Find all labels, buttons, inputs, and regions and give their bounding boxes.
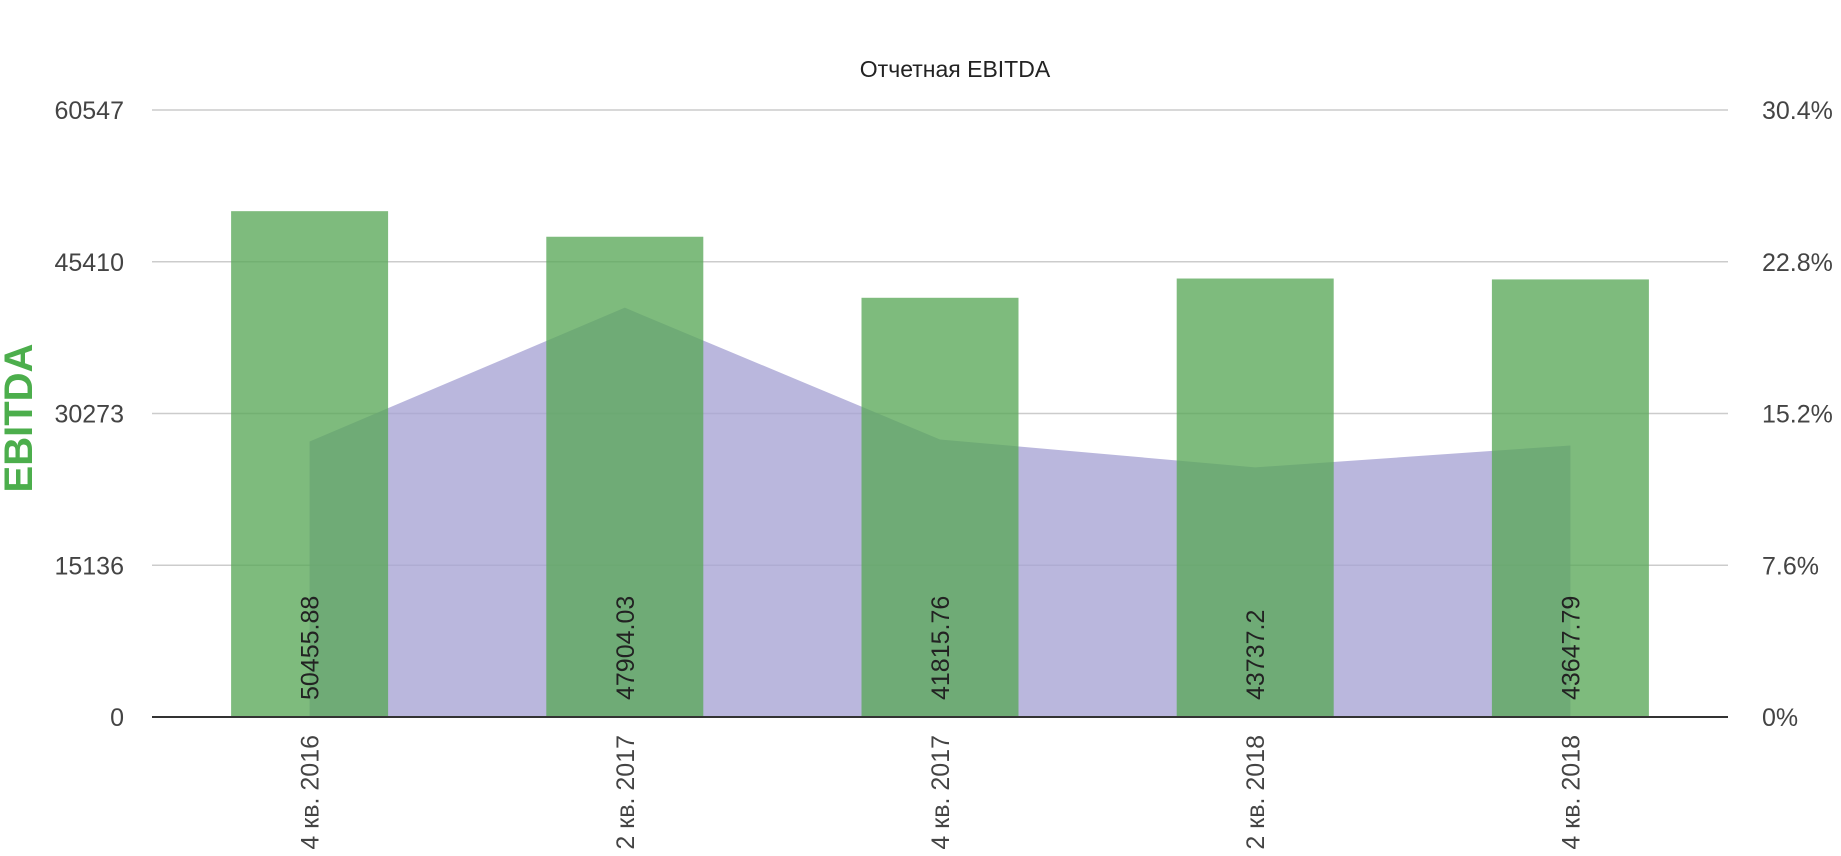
x-tick-label: 4 кв. 2016 (297, 735, 325, 850)
x-tick-label: 4 кв. 2017 (927, 735, 955, 850)
bar-value-label: 50455.88 (297, 596, 325, 700)
chart-title: Отчетная EBITDA (860, 56, 1051, 82)
y-right-tick-label: 22.8% (1762, 249, 1833, 277)
y-right-tick-label: 7.6% (1762, 552, 1819, 580)
y-left-tick-label: 0 (110, 704, 124, 732)
y-axis-label: EBITDA (0, 344, 41, 493)
bar-value-label: 41815.76 (927, 596, 955, 700)
y-left-tick-label: 30273 (54, 401, 124, 429)
y-left-tick-label: 15136 (54, 552, 124, 580)
y-right-tick-label: 30.4% (1762, 97, 1833, 125)
y-right-tick-label: 0% (1762, 704, 1798, 732)
bar-value-label: 43737.2 (1242, 610, 1270, 700)
x-tick-label: 4 кв. 2018 (1557, 735, 1585, 850)
y-left-tick-label: 45410 (54, 249, 124, 277)
bar-value-label: 43647.79 (1557, 596, 1585, 700)
bar-value-label: 47904.03 (612, 596, 640, 700)
x-tick-label: 2 кв. 2018 (1242, 735, 1270, 850)
x-tick-label: 2 кв. 2017 (612, 735, 640, 850)
y-right-tick-label: 15.2% (1762, 401, 1833, 429)
y-left-tick-label: 60547 (54, 97, 124, 125)
